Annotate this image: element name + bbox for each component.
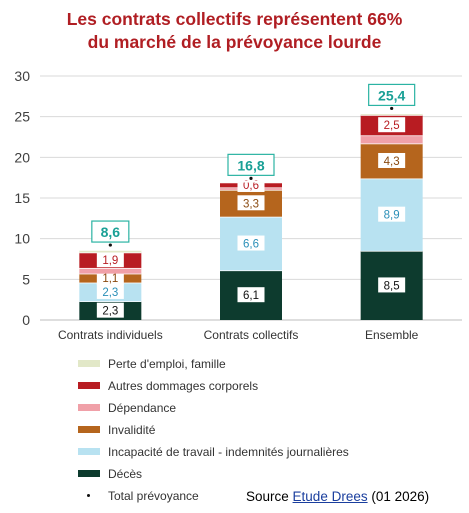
data-label-bg xyxy=(96,252,124,268)
data-label-bg xyxy=(237,235,265,251)
source-link[interactable]: Etude Drees xyxy=(292,489,368,504)
total-marker xyxy=(108,243,112,247)
data-label-bg xyxy=(378,152,406,168)
legend-label: Décès xyxy=(108,467,143,481)
total-label-box xyxy=(91,220,130,243)
x-tick-label: Contrats individuels xyxy=(58,328,163,342)
data-label: 1,9 xyxy=(102,255,118,267)
data-label-bg xyxy=(96,283,124,299)
y-tick-label: 30 xyxy=(14,68,30,84)
legend-dot xyxy=(87,494,90,497)
total-label: 8,6 xyxy=(101,224,121,240)
total-label: 25,4 xyxy=(378,87,405,103)
y-tick-label: 20 xyxy=(14,149,30,165)
data-label-bg xyxy=(378,117,406,133)
data-label: 8,9 xyxy=(384,210,400,222)
source-note: Source Etude Drees (01 2026) xyxy=(246,489,429,504)
y-tick-label: 10 xyxy=(14,231,30,247)
total-label: 16,8 xyxy=(237,157,264,173)
source-suffix: (01 2026) xyxy=(367,489,430,504)
y-tick-label: 15 xyxy=(14,190,30,206)
chart-title-line-1: Les contrats collectifs représentent 66% xyxy=(66,9,403,29)
legend-swatch xyxy=(78,360,100,367)
data-label: 2,3 xyxy=(102,287,118,299)
data-label: 2,5 xyxy=(384,120,400,132)
data-label: 2,3 xyxy=(102,306,118,318)
legend-swatch xyxy=(78,470,100,477)
total-marker xyxy=(390,106,394,111)
y-tick-label: 25 xyxy=(14,109,30,125)
data-label-bg xyxy=(96,302,124,318)
legend-swatch xyxy=(78,382,100,389)
data-label: 8,5 xyxy=(384,280,400,292)
data-label-bg xyxy=(378,206,406,222)
legend-label: Dépendance xyxy=(108,401,177,415)
total-marker xyxy=(249,176,253,180)
bar-segment xyxy=(79,267,142,274)
x-tick-label: Contrats collectifs xyxy=(204,328,299,342)
data-label-bg xyxy=(237,195,265,211)
data-label-bg xyxy=(378,277,406,293)
data-label-bg xyxy=(237,287,265,303)
legend-swatch xyxy=(78,404,100,411)
data-label: 0,6 xyxy=(243,180,259,192)
data-label: 4,3 xyxy=(384,156,400,168)
bar-segment xyxy=(360,135,423,144)
stacked-bar-chart: 0 5 10 15 20 25 30 2,3 2,3 1,1 1,9 8,6 Contrats indi… xyxy=(14,68,462,342)
bar-segment xyxy=(79,250,142,253)
data-label-bg xyxy=(96,270,124,286)
chart-title-line-2: du marché de la prévoyance lourde xyxy=(87,32,382,52)
legend-swatch xyxy=(78,448,100,455)
total-label-box xyxy=(368,83,416,107)
chart-title: Les contrats collectifs représentent 66%… xyxy=(0,8,469,54)
data-label-bg xyxy=(237,176,265,192)
total-label-box xyxy=(227,153,275,176)
legend-label: Perte d'emploi, famille xyxy=(108,357,226,371)
data-label: 6,6 xyxy=(243,239,259,251)
y-tick-label: 5 xyxy=(22,271,30,287)
source-prefix: Source xyxy=(246,489,289,504)
y-tick-label: 0 xyxy=(22,312,30,328)
data-label: 1,1 xyxy=(102,273,118,285)
legend-swatch xyxy=(78,426,100,433)
legend-label: Invalidité xyxy=(108,423,156,437)
legend-label: Autres dommages corporels xyxy=(108,379,259,393)
bar-segment xyxy=(360,113,423,116)
x-tick-label: Ensemble xyxy=(365,328,419,342)
data-label: 3,3 xyxy=(243,198,259,210)
legend-label: Total prévoyance xyxy=(108,489,199,503)
data-label: 6,1 xyxy=(243,290,259,302)
legend-label: Incapacité de travail - indemnités journ… xyxy=(108,445,349,459)
